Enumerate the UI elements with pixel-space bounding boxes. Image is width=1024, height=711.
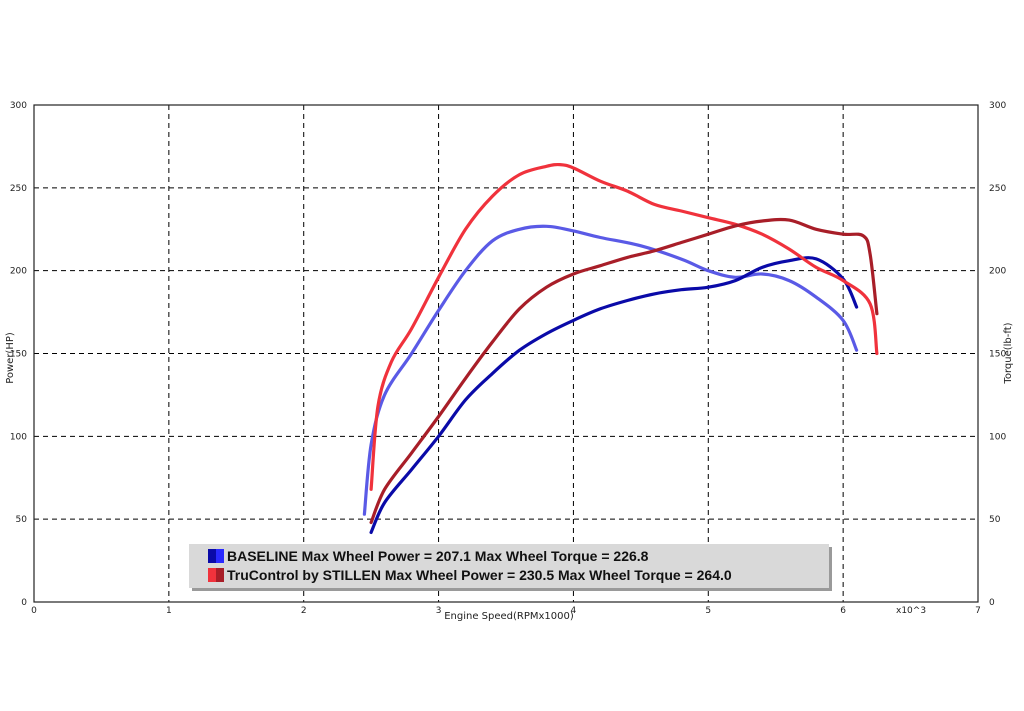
x-tick-label: 2	[301, 606, 307, 616]
y-tick-label-right: 50	[989, 515, 1001, 525]
y-tick-label-left: 150	[10, 350, 27, 360]
series-line-baseline-power	[369, 256, 859, 534]
y-tick-label-left: 200	[10, 267, 27, 277]
legend: BASELINE Max Wheel Power = 207.1 Max Whe…	[189, 544, 832, 591]
y-tick-label-right: 200	[989, 267, 1006, 277]
series-lines	[362, 162, 879, 534]
legend-swatch-baseline-a	[208, 549, 216, 563]
grid	[34, 105, 978, 602]
x-tick-label: 5	[705, 606, 711, 616]
y-tick-label-right: 100	[989, 432, 1006, 442]
x-tick-label: 3	[436, 606, 442, 616]
y-tick-label-right: 250	[989, 184, 1006, 194]
series-line-baseline-torque	[362, 224, 859, 516]
y-tick-label-left: 300	[10, 101, 27, 111]
y-tick-label-left: 0	[21, 598, 27, 608]
legend-swatch-stillen-a	[208, 568, 216, 582]
x-tick-label: 1	[166, 606, 172, 616]
y-tick-label-right: 300	[989, 101, 1006, 111]
series-line-stillen-torque	[369, 162, 879, 491]
legend-swatch-baseline-b	[216, 549, 224, 563]
x-axis-multiplier: x10^3	[896, 606, 926, 616]
legend-entry-baseline: BASELINE Max Wheel Power = 207.1 Max Whe…	[227, 548, 649, 564]
x-axis-title: Engine Speed(RPMx1000)	[444, 611, 574, 622]
legend-entry-stillen: TruControl by STILLEN Max Wheel Power = …	[227, 567, 732, 583]
y-tick-label-right: 150	[989, 350, 1006, 360]
y-tick-label-left: 50	[16, 515, 28, 525]
y-axis-left-title: Power(HP)	[5, 332, 16, 384]
legend-swatch-stillen-b	[216, 568, 224, 582]
x-tick-label: 6	[840, 606, 846, 616]
x-tick-label: 4	[571, 606, 577, 616]
series-line-stillen-power	[369, 217, 879, 525]
y-axis-right-title: Torque(lb-ft)	[1003, 322, 1014, 384]
plot-frame	[33, 104, 979, 603]
y-tick-label-left: 100	[10, 432, 27, 442]
y-tick-label-right: 0	[989, 598, 995, 608]
x-tick-label: 0	[31, 606, 37, 616]
x-tick-label: 7	[975, 606, 981, 616]
y-tick-label-left: 250	[10, 184, 27, 194]
legend-box	[189, 544, 829, 588]
